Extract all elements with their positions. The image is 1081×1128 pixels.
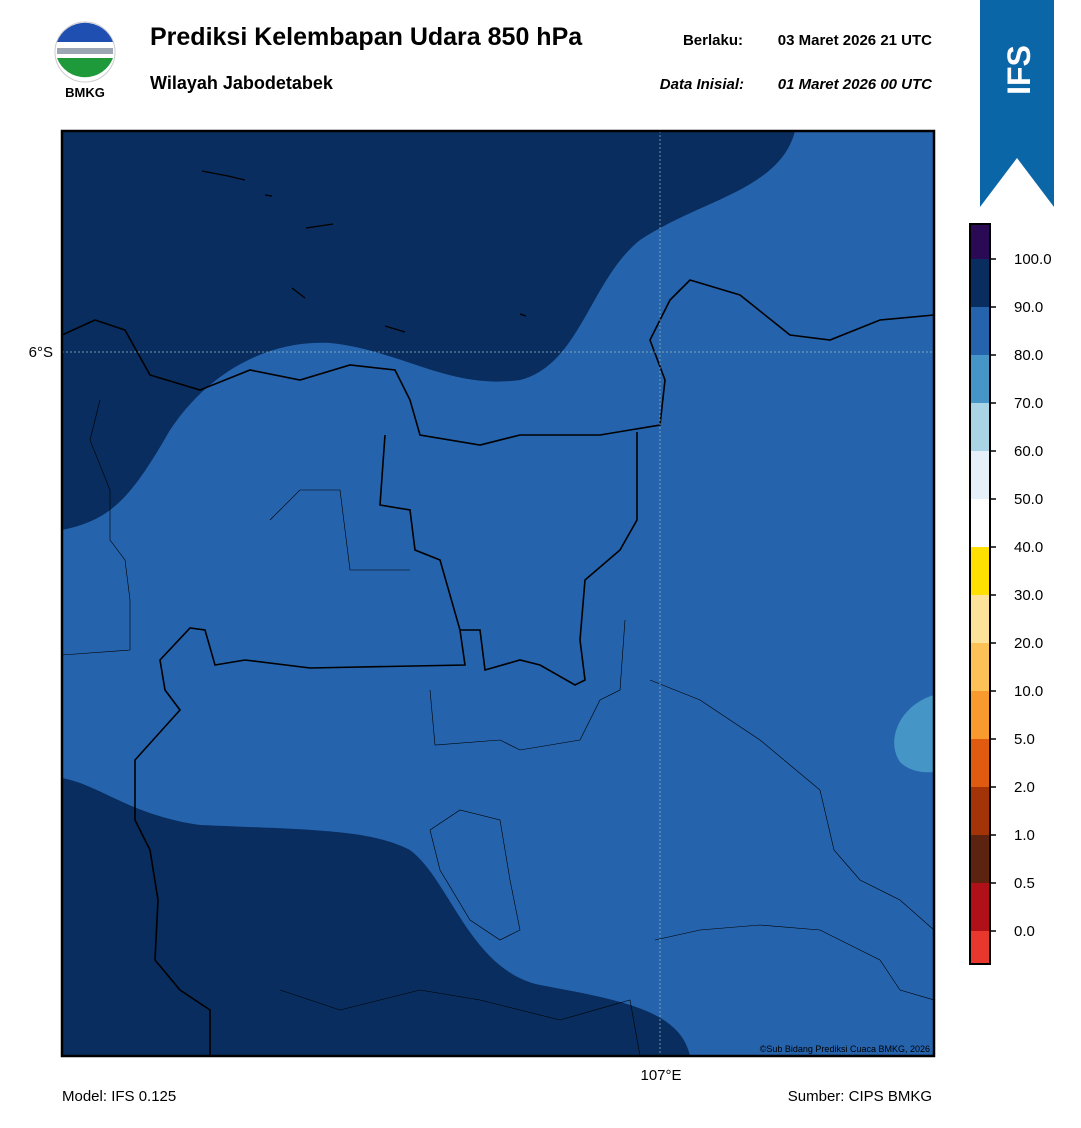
colorbar-tick-label: 70.0: [1014, 395, 1043, 412]
badge-text: IFS: [1001, 45, 1037, 95]
colorbar-tick-label: 100.0: [1014, 251, 1052, 268]
colorbar-tick-label: 20.0: [1014, 635, 1043, 652]
copyright: ©Sub Bidang Prediksi Cuaca BMKG, 2026: [760, 1044, 930, 1054]
init-label: Data Inisial:: [660, 76, 744, 93]
colorbar-segment: [970, 739, 990, 787]
map: ©Sub Bidang Prediksi Cuaca BMKG, 2026 6°…: [29, 129, 936, 1084]
colorbar-tick-label: 10.0: [1014, 683, 1043, 700]
colorbar-segment: [970, 835, 990, 883]
init-time: 01 Maret 2026 00 UTC: [778, 76, 933, 93]
lon-label: 107°E: [640, 1067, 681, 1084]
colorbar-frame: [969, 223, 991, 965]
colorbar-segment: [970, 224, 990, 259]
valid-label: Berlaku:: [683, 32, 743, 49]
logo: BMKG: [54, 21, 116, 100]
colorbar-segment: [970, 355, 990, 403]
colorbar-segment: [970, 451, 990, 499]
borders: [62, 279, 934, 1056]
colorbar-segment: [970, 547, 990, 595]
colorbar-tick-label: 90.0: [1014, 299, 1043, 316]
colorbar-tick-label: 40.0: [1014, 539, 1043, 556]
colorbar-tick-label: 1.0: [1014, 827, 1035, 844]
colorbar-segment: [970, 403, 990, 451]
model: Model: IFS 0.125: [62, 1088, 176, 1105]
colorbar-segment: [970, 691, 990, 739]
colorbar-segment: [970, 931, 990, 964]
title: Prediksi Kelembapan Udara 850 hPa: [150, 23, 583, 51]
colorbar-tick-label: 50.0: [1014, 491, 1043, 508]
colorbar-tick-label: 30.0: [1014, 587, 1043, 604]
colorbar-tick-label: 2.0: [1014, 779, 1035, 796]
colorbar-tick-label: 60.0: [1014, 443, 1043, 460]
lat-label: 6°S: [29, 344, 53, 361]
islands: [201, 170, 527, 333]
subtitle: Wilayah Jabodetabek: [150, 73, 334, 93]
colorbar-segment: [970, 787, 990, 835]
colorbar-tick-label: 0.0: [1014, 923, 1035, 940]
badge: [980, 0, 1054, 207]
colorbar-segment: [970, 259, 990, 307]
colorbar-segment: [970, 307, 990, 355]
colorbar-tick-label: 0.5: [1014, 875, 1035, 892]
colorbar-segment: [970, 499, 990, 547]
colorbar-segment: [970, 643, 990, 691]
colorbar-tick-label: 80.0: [1014, 347, 1043, 364]
humidity-70-80: [894, 695, 934, 773]
logo-text: BMKG: [65, 85, 105, 100]
source: Sumber: CIPS BMKG: [788, 1088, 932, 1105]
colorbar-segment: [970, 595, 990, 643]
colorbar: 100.0 90.0 80.0 70.0 60.0 50.0 40.0 30.0 20.0 10.…: [969, 223, 1052, 965]
colorbar-tick-label: 5.0: [1014, 731, 1035, 748]
map-frame: [60, 129, 936, 1058]
colorbar-segment: [970, 883, 990, 931]
humidity-80-90: [62, 131, 934, 1056]
valid-time: 03 Maret 2026 21 UTC: [778, 32, 932, 49]
